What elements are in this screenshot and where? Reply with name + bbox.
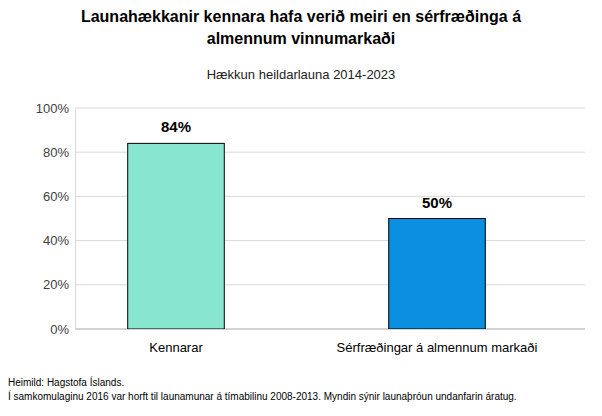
title: Launahækkanir kennara hafa verið meiri e… (81, 8, 521, 47)
y-tick-label: 20% (43, 277, 69, 292)
chart: Launahækkanir kennara hafa verið meiri e… (0, 0, 602, 416)
y-tick: 60% (43, 189, 75, 204)
x-tick: Sérfræðingar á almennum markaði (337, 329, 538, 355)
x-tick-label: Kennarar (149, 340, 203, 355)
title-line: almennum vinnumarkaði (207, 30, 396, 47)
y-tick: 80% (43, 145, 75, 160)
y-axis-line (75, 109, 76, 330)
y-tick-label: 80% (43, 145, 69, 160)
bars (128, 143, 486, 329)
note: Í samkomulaginu 2016 var horft til launa… (8, 390, 517, 402)
x-axis: Kennarar Sérfræðingar á almennum markaði (46, 329, 568, 355)
title-line: Launahækkanir kennara hafa verið meiri e… (81, 8, 521, 25)
x-tick-label: Sérfræðingar á almennum markaði (337, 340, 538, 355)
data-labels: 84% 50% (161, 118, 452, 210)
y-tick: 0% (50, 322, 75, 337)
notes: Heimild: Hagstofa Íslands. Í samkomulagin… (8, 376, 517, 402)
y-tick: 20% (43, 277, 75, 292)
grid (75, 108, 585, 329)
y-tick-label: 100% (36, 101, 70, 116)
x-tick: Kennarar (149, 329, 203, 355)
x-axis-line (46, 329, 568, 330)
subtitle: Hækkun heildarlauna 2014-2023 (207, 67, 396, 82)
bar (389, 219, 486, 330)
data-label: 84% (161, 118, 191, 135)
y-tick-label: 60% (43, 189, 69, 204)
y-tick-label: 0% (50, 322, 69, 337)
y-tick: 100% (36, 101, 75, 116)
note: Heimild: Hagstofa Íslands. (8, 376, 124, 388)
grid-line (75, 108, 585, 109)
data-label: 50% (422, 194, 452, 211)
y-axis: 0% 20% 40% 60% 80% 100% (36, 101, 76, 337)
y-tick: 40% (43, 233, 75, 248)
bar (128, 143, 225, 329)
y-tick-label: 40% (43, 233, 69, 248)
